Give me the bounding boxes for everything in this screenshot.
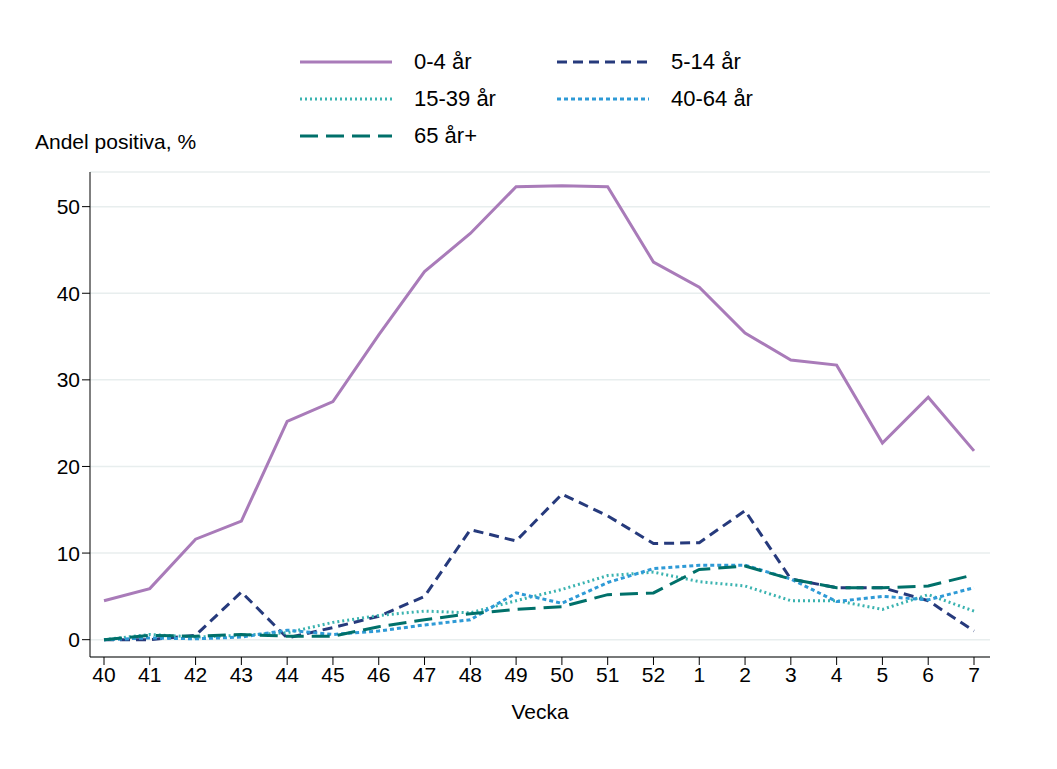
svg-text:47: 47 [413,663,436,686]
svg-text:7: 7 [968,663,980,686]
svg-text:2: 2 [739,663,751,686]
svg-text:10: 10 [57,542,80,565]
html-text:40-64 år: 40-64 år [671,86,753,111]
svg-text:44: 44 [275,663,299,686]
svg-text:46: 46 [367,663,390,686]
svg-text:43: 43 [230,663,253,686]
svg-text:3: 3 [785,663,797,686]
svg-text:30: 30 [57,368,80,391]
svg-text:42: 42 [184,663,207,686]
svg-text:51: 51 [596,663,619,686]
svg-text:48: 48 [459,663,482,686]
svg-text:52: 52 [642,663,665,686]
svg-text:41: 41 [138,663,161,686]
html-text:65 år+: 65 år+ [414,123,477,148]
html-text:5-14 år: 5-14 år [671,49,741,74]
html-text:15-39 år: 15-39 år [414,86,496,111]
svg-text:0: 0 [68,628,80,651]
svg-text:49: 49 [504,663,527,686]
svg-text:6: 6 [922,663,934,686]
svg-text:45: 45 [321,663,344,686]
svg-text:4: 4 [831,663,843,686]
svg-text:Vecka: Vecka [511,700,569,723]
svg-text:50: 50 [550,663,573,686]
svg-text:20: 20 [57,455,80,478]
svg-text:1: 1 [693,663,705,686]
svg-text:5: 5 [877,663,889,686]
svg-text:50: 50 [57,195,80,218]
svg-text:40: 40 [92,663,115,686]
svg-text:40: 40 [57,282,80,305]
html-text:0-4 år: 0-4 år [414,49,472,74]
html-text:Andel positiva, %: Andel positiva, % [35,130,197,153]
